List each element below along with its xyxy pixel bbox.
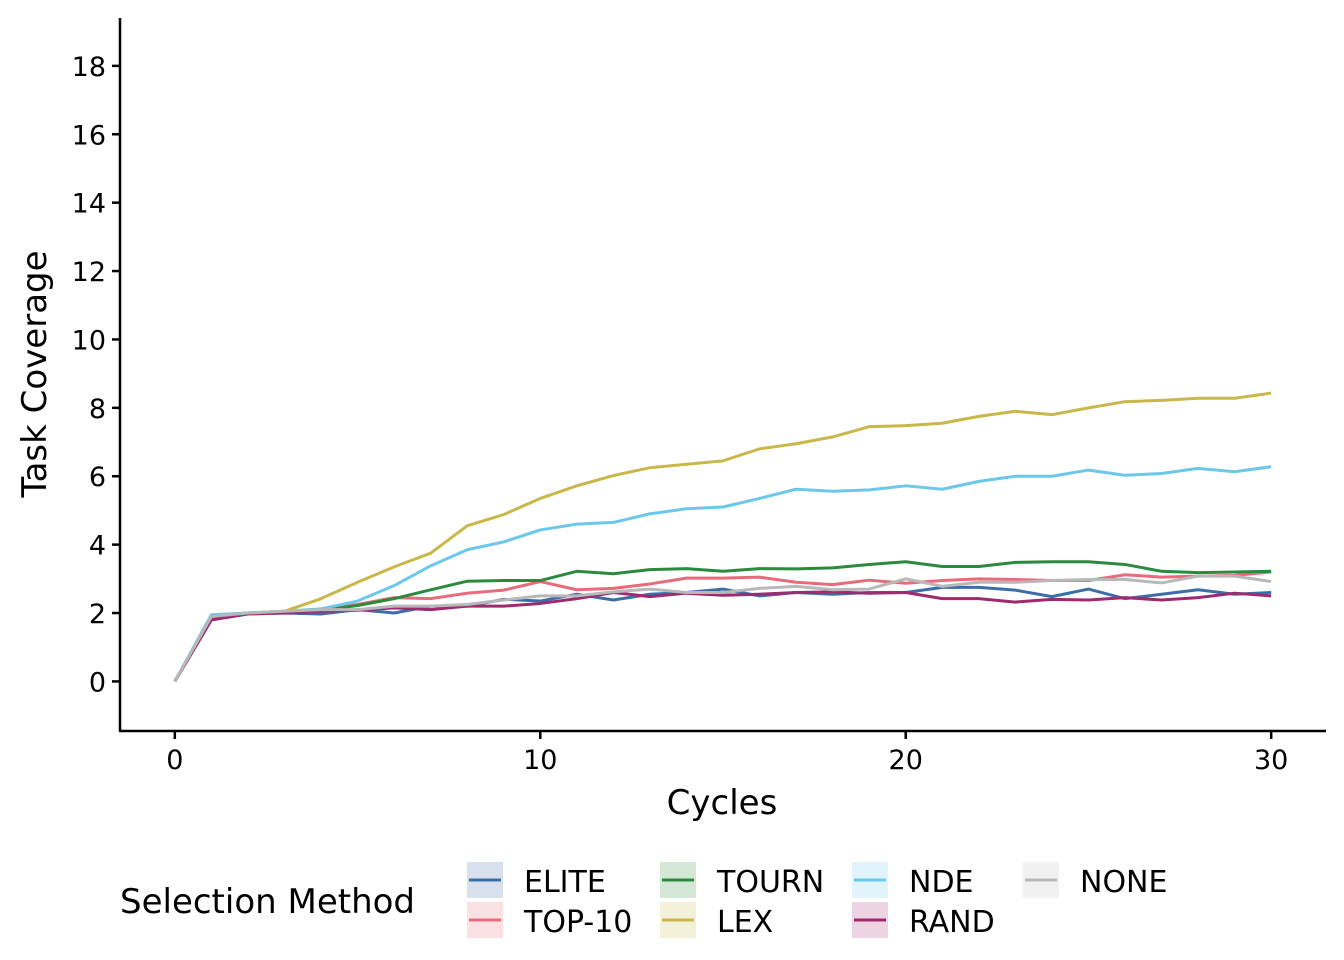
legend: ELITE TOP-10 TOURN LEX NDE RAND NONE <box>467 862 1167 940</box>
y-tick-label: 2 <box>89 599 106 630</box>
x-ticks: 0 10 20 30 <box>166 731 1288 776</box>
x-axis-title: Cycles <box>667 783 778 823</box>
legend-label: LEX <box>717 905 773 940</box>
legend-label: ELITE <box>524 865 606 900</box>
x-tick-label: 20 <box>889 745 923 776</box>
legend-label: TOURN <box>716 865 824 900</box>
series-lines <box>173 391 1272 683</box>
series-line-elite <box>173 585 1272 683</box>
legend-item-rand: RAND <box>852 902 995 940</box>
y-tick-label: 14 <box>72 189 106 220</box>
y-tick-label: 0 <box>89 667 106 698</box>
legend-title: Selection Method <box>120 882 415 922</box>
legend-item-elite: ELITE <box>467 862 606 900</box>
y-tick-label: 4 <box>89 531 106 562</box>
series-line-none <box>173 574 1272 683</box>
legend-item-tourn: TOURN <box>660 862 824 900</box>
legend-item-nde: NDE <box>852 862 974 900</box>
legend-item-top-10: TOP-10 <box>467 902 632 940</box>
x-tick-label: 30 <box>1254 745 1288 776</box>
x-tick-label: 10 <box>523 745 557 776</box>
y-tick-label: 18 <box>72 52 106 83</box>
y-tick-label: 10 <box>72 325 106 356</box>
legend-label: RAND <box>909 905 995 940</box>
y-tick-label: 6 <box>89 462 106 493</box>
y-tick-label: 12 <box>72 257 106 288</box>
y-tick-label: 8 <box>89 394 106 425</box>
series-line-tourn <box>173 560 1272 683</box>
series-line-nde <box>173 465 1272 683</box>
legend-item-lex: LEX <box>660 902 773 940</box>
series-line-lex <box>173 391 1272 683</box>
legend-label: TOP-10 <box>523 905 632 940</box>
x-tick-label: 0 <box>166 745 183 776</box>
legend-label: NDE <box>909 865 974 900</box>
y-axis-title: Task Coverage <box>15 250 55 498</box>
legend-label: NONE <box>1080 865 1167 900</box>
y-ticks: 0 2 4 6 8 10 12 14 16 18 <box>72 52 120 698</box>
legend-item-none: NONE <box>1023 862 1167 900</box>
axes <box>118 18 1326 733</box>
y-tick-label: 16 <box>72 120 106 151</box>
